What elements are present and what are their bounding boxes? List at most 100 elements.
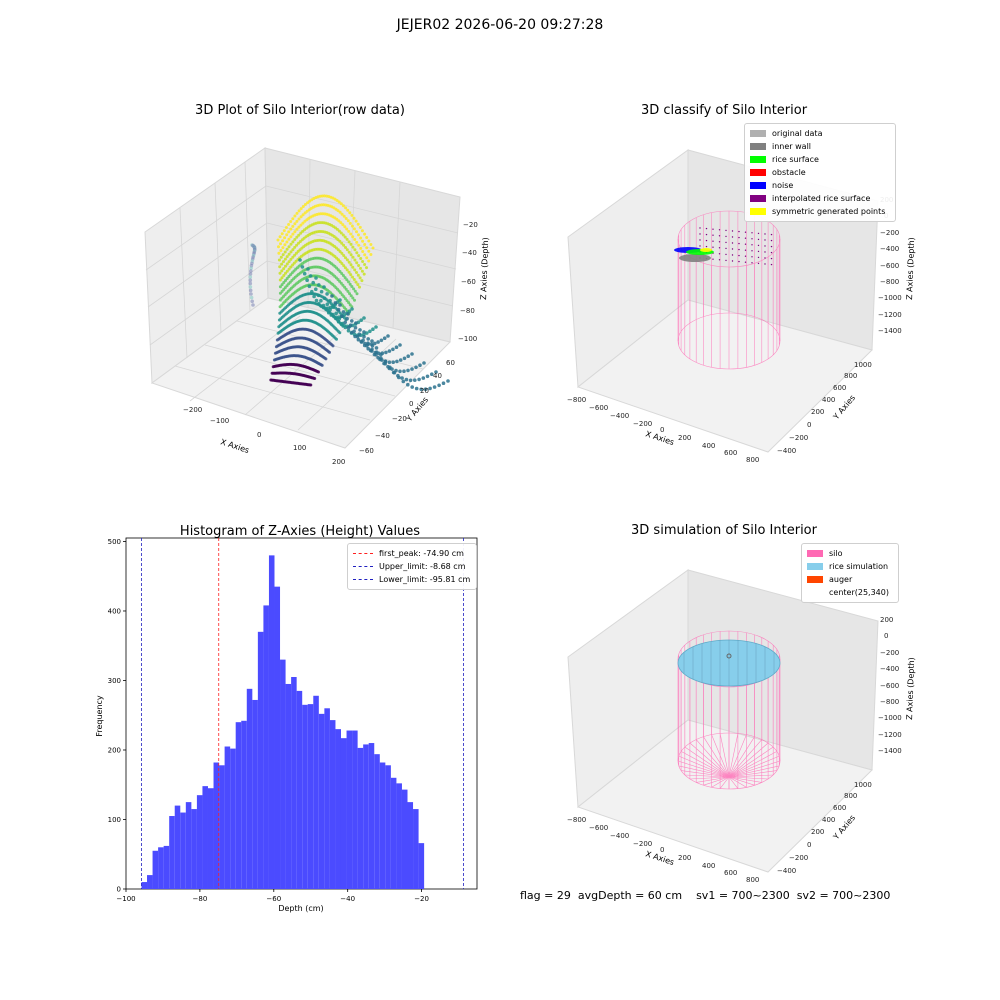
raw-point (287, 252, 291, 256)
raw-point (287, 260, 291, 264)
legend-auger: auger (807, 573, 893, 586)
interpolated-point (751, 250, 753, 252)
silo-bottom-spoke (689, 776, 730, 780)
legend-label: center(25,340) (829, 588, 889, 597)
raw-point (339, 281, 343, 285)
classify-x-tick: 400 (702, 442, 715, 450)
raw-point (359, 318, 364, 323)
raw-point (361, 338, 365, 343)
raw-point (352, 227, 356, 231)
raw-point (276, 238, 280, 242)
raw-point (343, 235, 347, 239)
center-marker (726, 653, 732, 659)
silo-bottom-spoke (703, 776, 730, 786)
raw-point (284, 226, 288, 229)
histogram-bar (213, 762, 220, 889)
histogram-bar (180, 812, 186, 889)
raw-point (419, 387, 424, 392)
raw-point (341, 283, 345, 287)
raw-point (363, 263, 367, 266)
raw-point (291, 232, 295, 236)
histogram-bar (329, 720, 336, 889)
histogram-bar (241, 720, 247, 889)
raw-point (293, 214, 297, 218)
silo-bottom-spoke (719, 776, 730, 789)
raw-point (337, 229, 341, 233)
raw-point (414, 386, 419, 391)
raw-y-tick: −40 (375, 432, 390, 440)
raw-point (285, 269, 289, 273)
raw-point (376, 340, 380, 344)
raw-point (342, 264, 346, 268)
raw-point (350, 285, 354, 288)
raw-y-tick: 40 (433, 372, 442, 380)
raw-point (360, 269, 364, 273)
raw-point (362, 330, 366, 334)
raw-point (350, 307, 354, 311)
silo-bottom-spoke (728, 774, 774, 778)
raw-point (347, 229, 351, 233)
histogram-bar (207, 788, 214, 889)
silo-bottom-spoke (719, 733, 730, 778)
raw-point (331, 344, 335, 348)
raw-point (328, 350, 331, 354)
raw-point (368, 329, 372, 334)
raw-z-ticks: −20 −40 −60 −80 −100 (458, 221, 478, 343)
legend-symmetric-generated-points: symmetric generated points (750, 205, 890, 218)
y-tick-label: 300 (108, 677, 121, 685)
interpolated-point (712, 246, 714, 248)
raw-point (404, 377, 409, 382)
histogram-bar (202, 786, 208, 889)
raw-point (340, 251, 344, 255)
raw-point (362, 334, 366, 339)
raw-point (379, 352, 383, 357)
raw-point (302, 271, 307, 276)
raw-point (391, 360, 396, 365)
interpolated-point (731, 248, 734, 250)
raw-x-tick: 100 (293, 444, 306, 452)
interpolated-point (725, 241, 727, 244)
raw-point (289, 242, 293, 246)
raw-point (355, 261, 359, 265)
raw-point (386, 334, 390, 338)
raw-point (366, 341, 370, 346)
raw-point (330, 294, 334, 298)
legend-interpolated-rice-surface: interpolated rice surface (750, 192, 890, 205)
raw-point (282, 274, 286, 277)
raw-point (406, 368, 410, 373)
raw-point (354, 219, 358, 223)
interpolated-point (731, 260, 734, 262)
raw-point (349, 232, 353, 236)
raw-point (342, 254, 346, 257)
raw-point (285, 262, 289, 266)
raw-point (285, 277, 289, 280)
sim-y-tick: 1000 (854, 781, 872, 789)
raw-point (346, 328, 351, 333)
raw-point (361, 260, 365, 263)
histogram-bar (185, 802, 192, 889)
histogram-bars (141, 555, 425, 889)
raw-x-tick: −200 (183, 406, 202, 414)
raw-plot-title: 3D Plot of Silo Interior(row data) (195, 103, 405, 118)
raw-point (299, 223, 303, 227)
legend-swatch (750, 156, 766, 163)
raw-point (249, 269, 253, 273)
histogram-bar (390, 777, 397, 889)
raw-point (278, 278, 282, 282)
raw-point (358, 225, 362, 229)
interpolated-point (712, 258, 714, 260)
histogram-bar (174, 805, 181, 889)
raw-point (355, 240, 359, 244)
classify-z-tick: −1200 (878, 311, 902, 319)
raw-point (339, 231, 343, 235)
raw-point (338, 270, 342, 273)
classify-y-tick: 600 (833, 384, 846, 392)
histogram-bar (274, 586, 281, 889)
raw-point (279, 255, 283, 259)
raw-point (345, 227, 349, 231)
raw-point (379, 356, 383, 361)
raw-point (354, 280, 358, 284)
raw-point (353, 289, 357, 293)
raw-point (357, 243, 361, 247)
raw-point (371, 327, 375, 332)
